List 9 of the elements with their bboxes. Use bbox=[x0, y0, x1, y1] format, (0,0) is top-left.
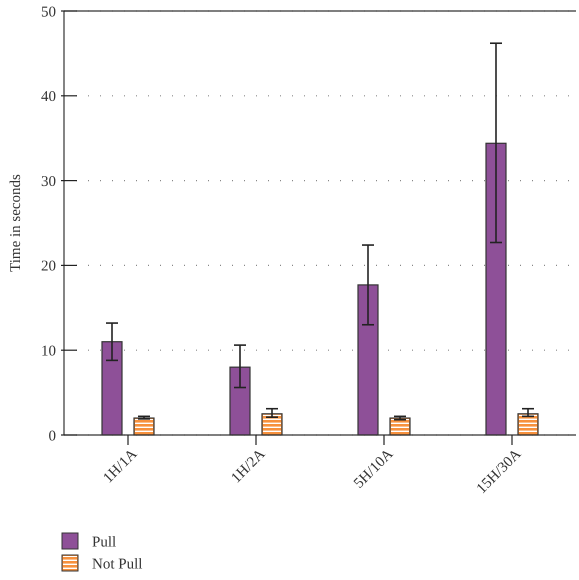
y-tick-label: 0 bbox=[48, 428, 56, 444]
legend-label: Pull bbox=[92, 534, 116, 550]
legend-label: Not Pull bbox=[92, 556, 142, 572]
y-tick-label: 10 bbox=[41, 343, 56, 360]
y-tick-label: 20 bbox=[41, 258, 56, 275]
y-tick-label: 50 bbox=[41, 4, 56, 20]
y-tick-label: 40 bbox=[41, 89, 56, 106]
y-axis-title: Time in seconds bbox=[8, 174, 24, 272]
y-tick-label: 30 bbox=[41, 174, 56, 190]
